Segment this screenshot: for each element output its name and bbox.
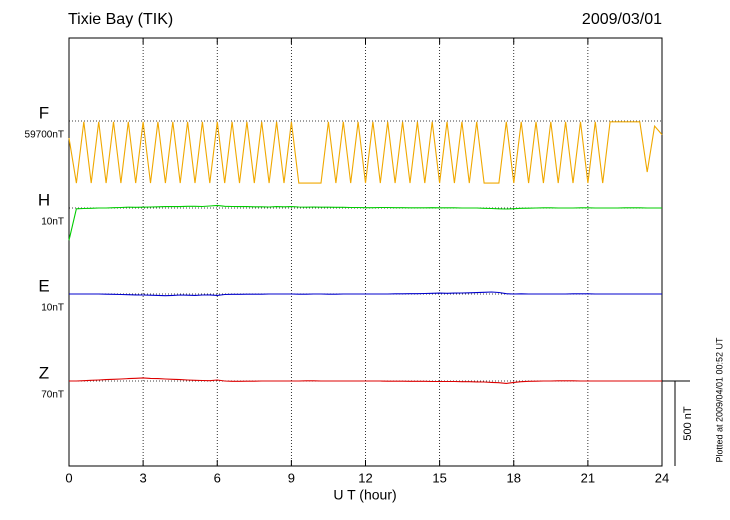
series-name: H (38, 190, 50, 209)
scale-bar-label: 500 nT (682, 406, 694, 441)
series-baseline-label: 10nT (41, 217, 64, 228)
series-baseline-label: 59700nT (25, 130, 64, 141)
chart-date: 2009/03/01 (582, 11, 662, 28)
series-baseline-label: 10nT (41, 303, 64, 314)
series-name: E (38, 276, 49, 295)
series-name: Z (39, 363, 49, 382)
x-tick-label: 18 (507, 470, 521, 485)
x-tick-label: 15 (432, 470, 446, 485)
series-line (69, 291, 662, 297)
x-tick-label: 6 (214, 470, 221, 485)
x-tick-label: 21 (581, 470, 595, 485)
series-line (68, 204, 662, 241)
series-baseline-label: 70nT (41, 390, 64, 401)
x-tick-label: 0 (65, 470, 72, 485)
x-tick-label: 9 (288, 470, 295, 485)
x-tick-label: 12 (358, 470, 372, 485)
series-name: F (39, 103, 49, 122)
footnote: Plotted at 2009/04/01 00:52 UT (714, 337, 724, 463)
x-tick-label: 24 (655, 470, 669, 485)
x-axis-label: U T (hour) (333, 487, 396, 503)
x-tick-label: 3 (140, 470, 147, 485)
series-line (69, 377, 662, 384)
series-line (68, 121, 663, 184)
chart-title: Tixie Bay (TIK) (68, 11, 173, 28)
